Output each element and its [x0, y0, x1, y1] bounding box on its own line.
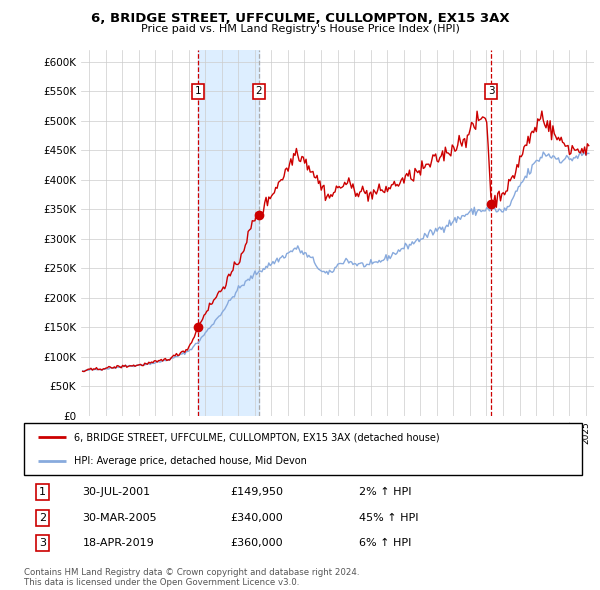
Text: £149,950: £149,950 [230, 487, 283, 497]
FancyBboxPatch shape [24, 423, 582, 475]
Text: 2: 2 [39, 513, 46, 523]
Text: Contains HM Land Registry data © Crown copyright and database right 2024.: Contains HM Land Registry data © Crown c… [24, 568, 359, 576]
Text: Price paid vs. HM Land Registry's House Price Index (HPI): Price paid vs. HM Land Registry's House … [140, 24, 460, 34]
Text: 2: 2 [256, 87, 262, 96]
Text: £360,000: £360,000 [230, 538, 283, 548]
Text: 6, BRIDGE STREET, UFFCULME, CULLOMPTON, EX15 3AX: 6, BRIDGE STREET, UFFCULME, CULLOMPTON, … [91, 12, 509, 25]
Text: HPI: Average price, detached house, Mid Devon: HPI: Average price, detached house, Mid … [74, 456, 307, 466]
Text: 45% ↑ HPI: 45% ↑ HPI [359, 513, 418, 523]
Text: 2% ↑ HPI: 2% ↑ HPI [359, 487, 412, 497]
Text: 6% ↑ HPI: 6% ↑ HPI [359, 538, 411, 548]
Bar [198, 50, 259, 416]
Text: 1: 1 [39, 487, 46, 497]
Text: 1: 1 [195, 87, 202, 96]
Text: £340,000: £340,000 [230, 513, 283, 523]
Text: 6, BRIDGE STREET, UFFCULME, CULLOMPTON, EX15 3AX (detached house): 6, BRIDGE STREET, UFFCULME, CULLOMPTON, … [74, 432, 440, 442]
Text: 18-APR-2019: 18-APR-2019 [83, 538, 154, 548]
Text: 3: 3 [39, 538, 46, 548]
Text: 3: 3 [488, 87, 495, 96]
Text: 30-JUL-2001: 30-JUL-2001 [83, 487, 151, 497]
Text: This data is licensed under the Open Government Licence v3.0.: This data is licensed under the Open Gov… [24, 578, 299, 587]
Text: 30-MAR-2005: 30-MAR-2005 [83, 513, 157, 523]
